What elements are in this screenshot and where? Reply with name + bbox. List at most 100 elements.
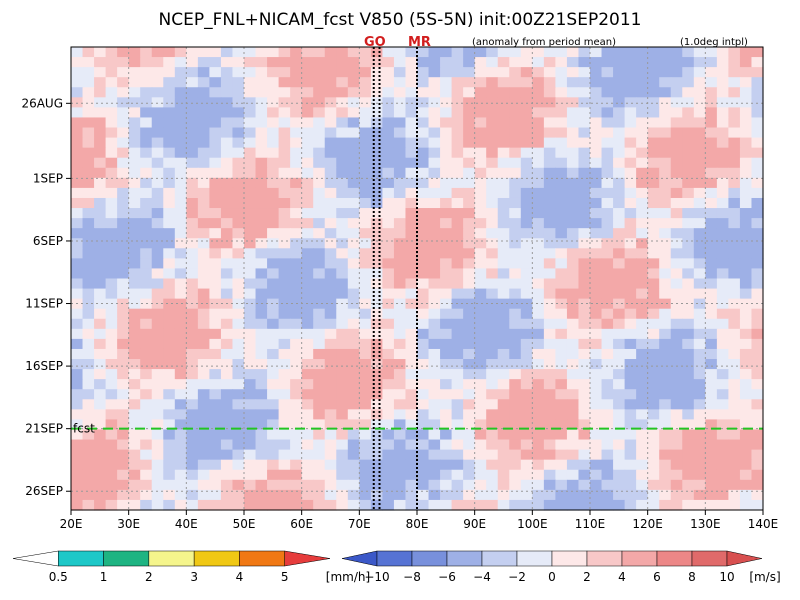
field-cell bbox=[370, 479, 383, 491]
field-cell bbox=[751, 208, 764, 219]
field-cell bbox=[728, 338, 741, 350]
field-cell bbox=[751, 218, 764, 229]
field-cell bbox=[359, 177, 372, 189]
field-cell bbox=[728, 187, 741, 199]
field-cell bbox=[197, 238, 210, 249]
field-cell bbox=[244, 409, 257, 421]
field-cell bbox=[382, 147, 395, 159]
field-cell bbox=[347, 157, 360, 169]
field-cell bbox=[382, 167, 395, 179]
field-cell bbox=[751, 489, 764, 501]
field-cell bbox=[543, 389, 556, 400]
field-cell bbox=[71, 379, 84, 390]
field-cell bbox=[705, 238, 718, 249]
field-cell bbox=[255, 499, 268, 511]
field-cell bbox=[417, 419, 430, 431]
field-cell bbox=[209, 499, 222, 511]
field-cell bbox=[728, 369, 741, 380]
field-cell bbox=[220, 459, 234, 471]
field-cell bbox=[163, 338, 176, 350]
field-cell bbox=[509, 278, 522, 290]
field-cell bbox=[520, 479, 533, 491]
field-cell bbox=[232, 409, 245, 421]
field-cell bbox=[105, 127, 118, 139]
field-cell bbox=[555, 248, 568, 259]
field-cell bbox=[255, 248, 268, 259]
field-cell bbox=[290, 479, 303, 491]
field-cell bbox=[636, 258, 649, 270]
field-cell bbox=[555, 278, 568, 290]
field-cell bbox=[693, 298, 706, 310]
field-cell bbox=[417, 208, 430, 219]
field-cell bbox=[209, 399, 222, 410]
field-cell bbox=[324, 469, 337, 481]
field-cell bbox=[128, 288, 141, 300]
field-cell bbox=[486, 47, 499, 58]
field-cell bbox=[659, 67, 672, 78]
field-cell bbox=[751, 187, 764, 199]
field-cell bbox=[463, 379, 476, 390]
field-cell bbox=[739, 298, 753, 310]
field-cell bbox=[728, 439, 741, 451]
field-cell bbox=[578, 248, 591, 259]
field-cell bbox=[463, 147, 476, 159]
field-cell bbox=[428, 308, 441, 320]
field-cell bbox=[186, 389, 199, 400]
field-cell bbox=[220, 167, 234, 179]
field-cell bbox=[94, 399, 107, 410]
field-cell bbox=[716, 489, 729, 501]
field-cell bbox=[636, 208, 649, 219]
field-cell bbox=[290, 97, 303, 108]
field-cell bbox=[82, 248, 95, 259]
field-cell bbox=[220, 379, 234, 390]
field-cell bbox=[278, 208, 291, 219]
field-cell bbox=[566, 197, 580, 209]
field-cell bbox=[520, 167, 533, 179]
field-cell bbox=[705, 187, 718, 199]
field-cell bbox=[543, 298, 556, 310]
field-cell bbox=[232, 499, 245, 511]
field-cell bbox=[578, 127, 591, 139]
field-cell bbox=[486, 228, 499, 239]
field-cell bbox=[739, 147, 753, 159]
field-cell bbox=[624, 328, 637, 340]
field-cell bbox=[728, 499, 741, 511]
field-cell bbox=[197, 298, 210, 310]
field-cell bbox=[82, 499, 95, 511]
field-cell bbox=[739, 369, 753, 380]
field-cell bbox=[359, 479, 372, 491]
v850-colorbar-swatch bbox=[586, 550, 623, 567]
field-cell bbox=[440, 97, 453, 108]
field-cell bbox=[463, 157, 476, 169]
field-cell bbox=[220, 157, 234, 169]
field-cell bbox=[728, 107, 741, 119]
field-cell bbox=[255, 429, 268, 441]
field-cell bbox=[151, 268, 164, 280]
field-cell bbox=[393, 208, 407, 219]
field-cell bbox=[578, 258, 591, 270]
field-cell bbox=[440, 57, 453, 68]
field-cell bbox=[324, 218, 337, 229]
field-cell bbox=[636, 499, 649, 511]
field-cell bbox=[82, 258, 95, 270]
field-cell bbox=[278, 419, 291, 431]
field-cell bbox=[636, 47, 649, 58]
field-cell bbox=[543, 57, 556, 68]
field-cell bbox=[705, 167, 718, 179]
field-cell bbox=[532, 469, 545, 481]
field-cell bbox=[301, 419, 314, 431]
field-cell bbox=[82, 167, 95, 179]
field-cell bbox=[428, 389, 441, 400]
field-cell bbox=[601, 258, 614, 270]
field-cell bbox=[566, 429, 580, 441]
field-cell bbox=[739, 308, 753, 320]
field-cell bbox=[290, 429, 303, 441]
y-tick-label: 16SEP bbox=[25, 359, 63, 373]
field-cell bbox=[117, 489, 130, 501]
field-cell bbox=[451, 268, 464, 280]
field-cell bbox=[682, 449, 695, 461]
field-cell bbox=[197, 137, 210, 149]
field-cell bbox=[739, 97, 753, 108]
field-cell bbox=[128, 57, 141, 68]
field-cell bbox=[716, 379, 729, 390]
